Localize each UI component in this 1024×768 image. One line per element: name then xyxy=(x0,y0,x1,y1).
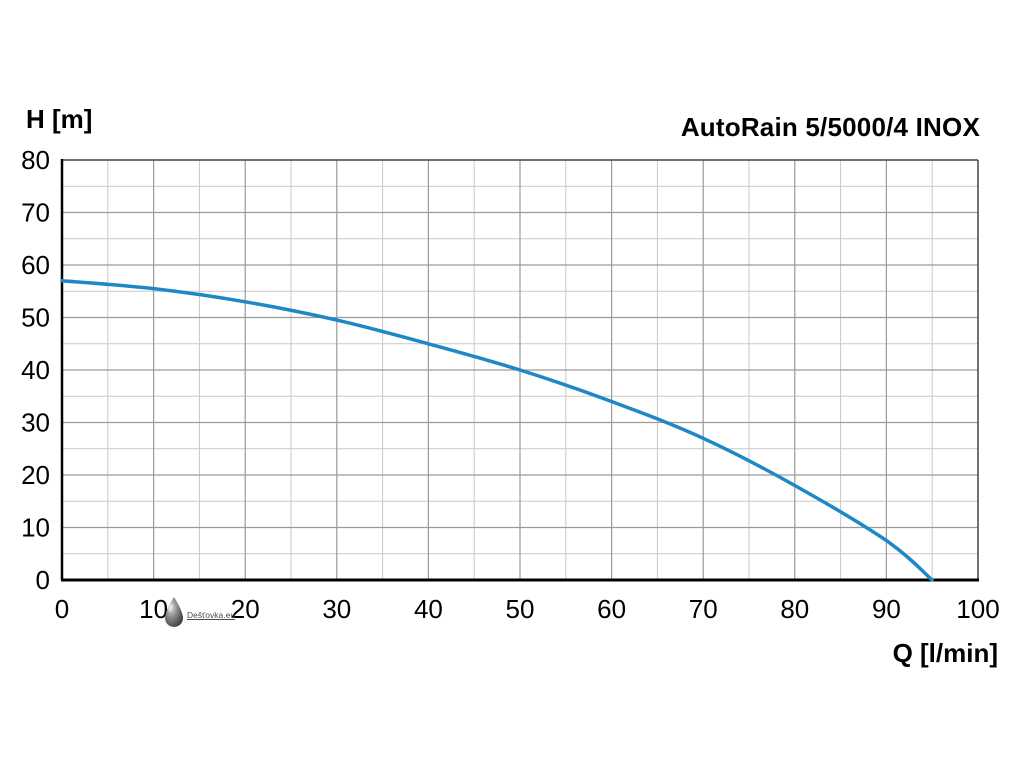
y-tick-label: 20 xyxy=(21,460,50,490)
y-tick-label: 70 xyxy=(21,198,50,228)
y-tick-label: 30 xyxy=(21,408,50,438)
pump-curve-line xyxy=(60,279,934,582)
x-tick-label: 50 xyxy=(506,594,535,624)
y-tick-label: 80 xyxy=(21,145,50,175)
water-drop-icon xyxy=(165,597,183,627)
y-tick-label: 50 xyxy=(21,303,50,333)
y-axis-label: H [m] xyxy=(26,104,93,134)
x-tick-label: 10 xyxy=(139,594,168,624)
x-tick-label: 30 xyxy=(322,594,351,624)
watermark: Dešťovka.eu xyxy=(162,596,235,628)
x-tick-label: 80 xyxy=(780,594,809,624)
y-tick-label: 10 xyxy=(21,513,50,543)
x-tick-label: 0 xyxy=(55,594,69,624)
chart-title: AutoRain 5/5000/4 INOX xyxy=(680,112,980,142)
x-tick-label: 20 xyxy=(231,594,260,624)
y-tick-label: 0 xyxy=(36,565,50,595)
watermark-label: Dešťovka.eu xyxy=(187,610,236,620)
x-tick-label: 60 xyxy=(597,594,626,624)
x-axis-label: Q [l/min] xyxy=(892,638,998,668)
x-tick-label: 90 xyxy=(872,594,901,624)
x-tick-label: 70 xyxy=(689,594,718,624)
y-tick-label: 40 xyxy=(21,355,50,385)
x-tick-label: 40 xyxy=(414,594,443,624)
x-tick-label: 100 xyxy=(956,594,999,624)
y-tick-label: 60 xyxy=(21,250,50,280)
